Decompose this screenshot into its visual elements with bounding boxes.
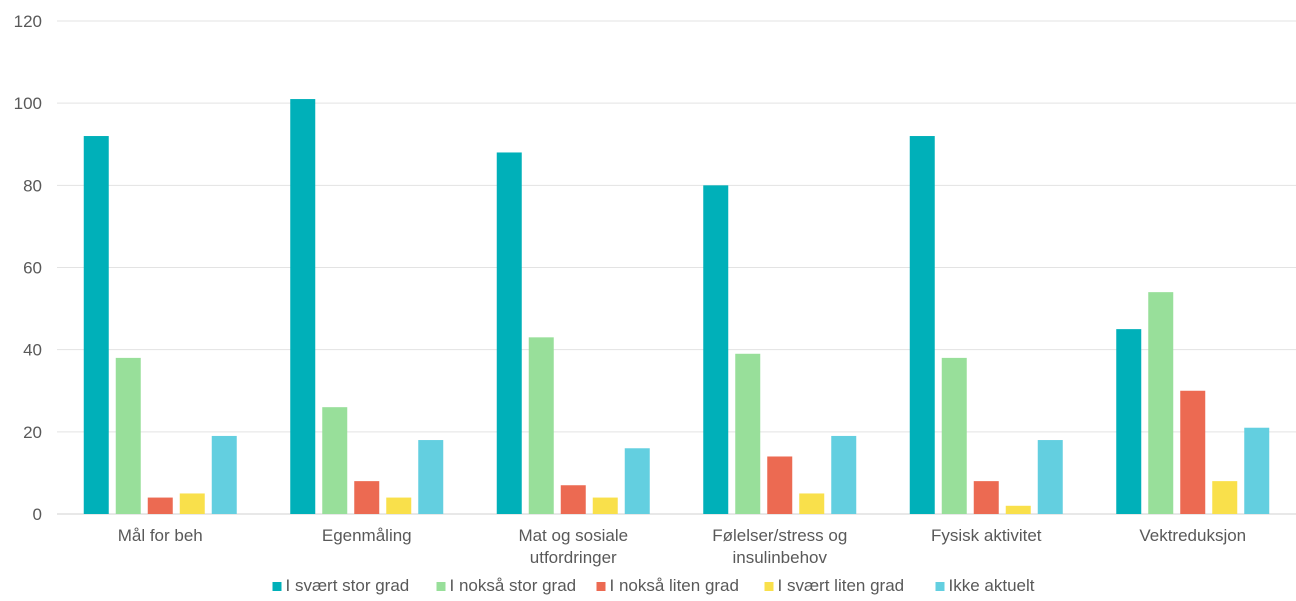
x-tick-label: utfordringer — [530, 548, 617, 567]
legend-swatch — [935, 582, 945, 591]
bar-2-2 — [560, 485, 586, 514]
bar-5-4 — [1244, 427, 1270, 514]
legend-swatch — [596, 582, 606, 591]
bar-3-2 — [767, 456, 793, 514]
gridlines — [57, 20, 1296, 515]
y-tick-label: 40 — [23, 341, 42, 360]
x-tick-label: Mat og sosiale — [518, 526, 628, 545]
x-tick-label: insulinbehov — [732, 548, 827, 567]
y-tick-label: 100 — [14, 94, 42, 113]
bar-0-3 — [179, 493, 205, 514]
bar-4-3 — [1005, 505, 1031, 514]
bar-1-1 — [322, 407, 348, 514]
legend-swatch — [436, 582, 446, 591]
bar-5-0 — [1116, 329, 1142, 514]
bar-2-0 — [496, 152, 522, 514]
bar-0-0 — [83, 136, 109, 515]
bar-5-1 — [1148, 292, 1174, 514]
bar-1-2 — [354, 481, 380, 514]
bar-0-2 — [147, 497, 173, 514]
bar-3-3 — [799, 493, 825, 514]
y-tick-label: 80 — [23, 176, 42, 195]
bar-5-3 — [1212, 481, 1238, 514]
y-tick-label: 60 — [23, 259, 42, 278]
bar-4-1 — [941, 357, 967, 514]
x-axis: Mål for beh Egenmåling Mat og sosiale utfor… — [118, 526, 1246, 567]
bar-2-3 — [592, 497, 618, 514]
bar-1-0 — [290, 99, 316, 514]
legend-swatch — [272, 582, 282, 591]
bar-0-4 — [211, 435, 237, 514]
bar-3-0 — [703, 185, 729, 515]
bar-4-0 — [909, 136, 935, 515]
legend-label: I svært liten grad — [778, 576, 905, 595]
bar-1-4 — [418, 440, 444, 514]
legend-label: I nokså liten grad — [610, 576, 739, 595]
y-tick-label: 20 — [23, 423, 42, 442]
legend-label: I svært stor grad — [286, 576, 410, 595]
x-tick-label: Følelser/stress og — [712, 526, 847, 545]
bar-1-3 — [386, 497, 412, 514]
bar-2-4 — [624, 448, 650, 514]
bars — [83, 99, 1270, 515]
y-axis: 0 20 40 60 80 100 120 — [14, 12, 42, 524]
bar-0-1 — [115, 357, 141, 514]
y-tick-label: 120 — [14, 12, 42, 31]
legend-label: Ikke aktuelt — [949, 576, 1035, 595]
bar-4-2 — [973, 481, 999, 514]
bar-4-4 — [1037, 440, 1063, 514]
legend: I svært stor grad I nokså stor grad I noks… — [272, 576, 1035, 595]
x-tick-label: Mål for beh — [118, 526, 203, 545]
bar-3-1 — [735, 353, 761, 514]
bar-5-2 — [1180, 390, 1206, 514]
y-tick-label: 0 — [33, 505, 42, 524]
x-tick-label: Egenmåling — [322, 526, 412, 545]
x-tick-label: Vektreduksjon — [1139, 526, 1246, 545]
bar-3-4 — [831, 435, 857, 514]
x-tick-label: Fysisk aktivitet — [931, 526, 1042, 545]
legend-swatch — [764, 582, 774, 591]
legend-label: I nokså stor grad — [450, 576, 577, 595]
bar-2-1 — [528, 337, 554, 514]
